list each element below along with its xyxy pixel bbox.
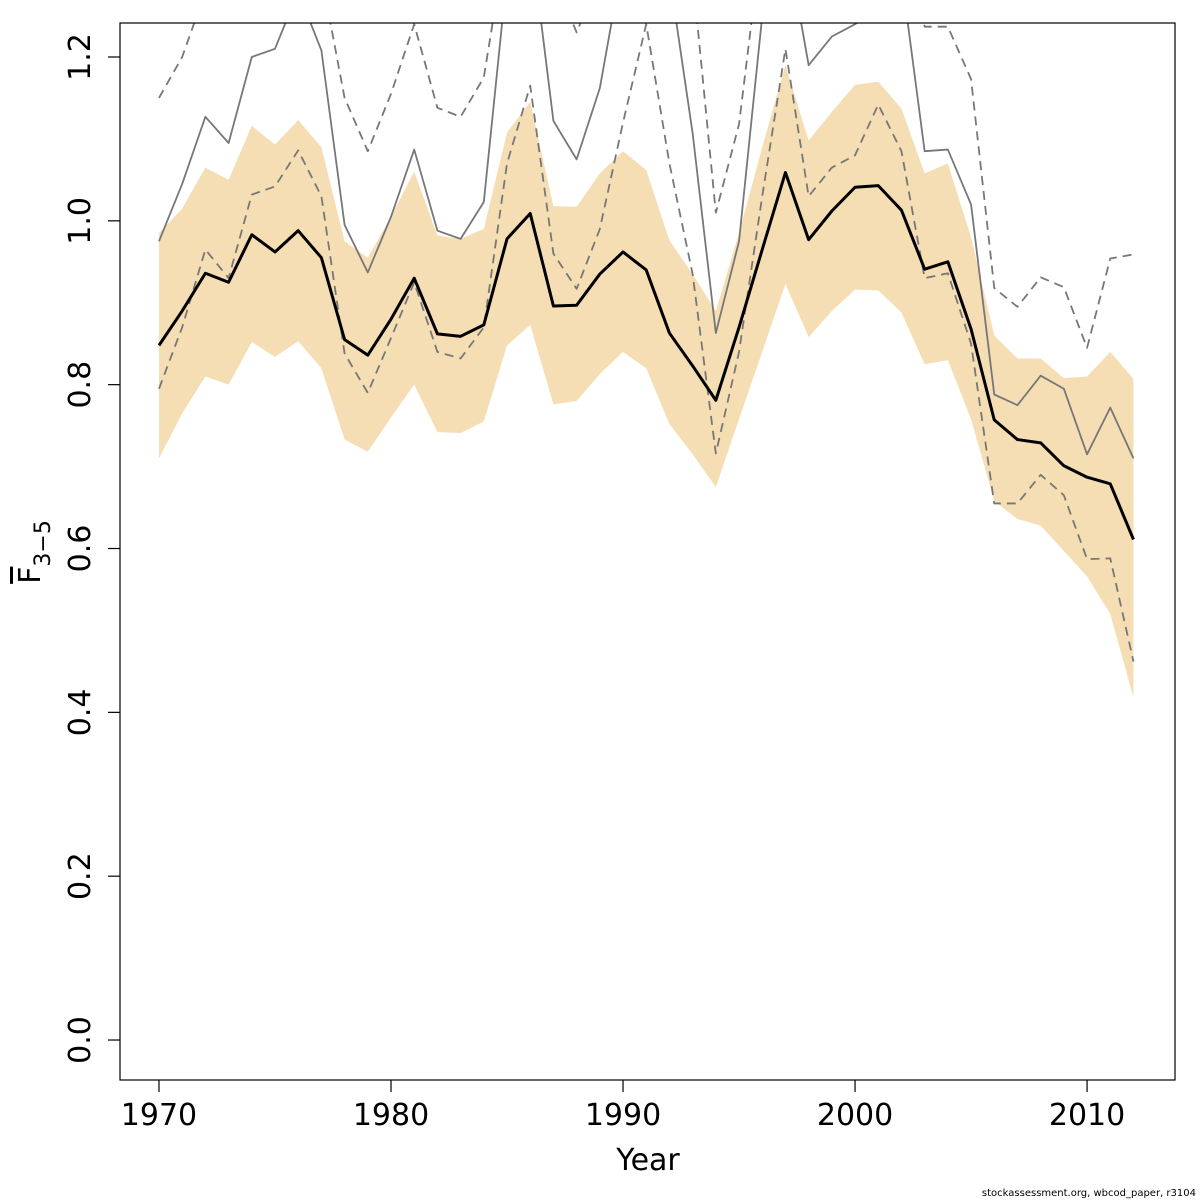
y-tick-label: 0.2 bbox=[63, 852, 98, 900]
y-tick-label: 0.4 bbox=[63, 688, 98, 736]
x-tick-label: 1970 bbox=[121, 1098, 197, 1133]
y-tick-label: 0.6 bbox=[63, 525, 98, 573]
y-tick-label: 1.2 bbox=[63, 33, 98, 81]
footer: stockassessment.org, wbcod_paper, r3104 bbox=[982, 1188, 1196, 1199]
series-line bbox=[158, 23, 1134, 349]
x-tick-label: 2010 bbox=[1049, 1098, 1125, 1133]
y-tick-label: 0.8 bbox=[63, 361, 98, 409]
plot-area bbox=[157, 23, 1135, 698]
y-label-base: F bbox=[13, 567, 48, 584]
x-axis-label: Year bbox=[615, 1143, 680, 1178]
y-axis-label: F3−5 bbox=[13, 520, 56, 584]
x-tick-label: 2000 bbox=[817, 1098, 893, 1133]
series-line bbox=[158, 23, 1135, 459]
series-line bbox=[157, 171, 1135, 541]
y-label-sub: 3−5 bbox=[31, 520, 56, 566]
y-tick-label: 1.0 bbox=[63, 197, 98, 245]
x-tick-label: 1980 bbox=[353, 1098, 429, 1133]
x-tick-label: 1990 bbox=[585, 1098, 661, 1133]
confidence-band bbox=[158, 65, 1134, 698]
plot-frame bbox=[119, 22, 1176, 1081]
y-tick-label: 0.0 bbox=[63, 1016, 98, 1064]
series-line bbox=[158, 23, 1135, 662]
